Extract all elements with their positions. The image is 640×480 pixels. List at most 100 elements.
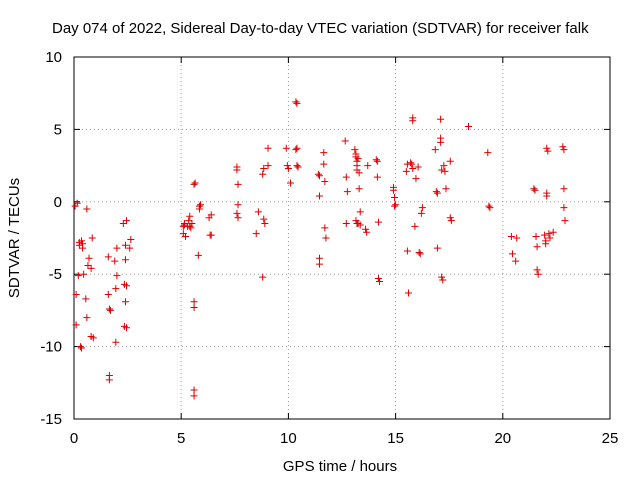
data-point (190, 304, 198, 312)
data-point (437, 115, 445, 123)
data-point (560, 146, 568, 154)
data-point (314, 170, 322, 178)
data-point (322, 234, 330, 242)
data-point (207, 211, 215, 219)
data-point (391, 202, 399, 210)
data-point (292, 98, 300, 106)
data-point (234, 214, 242, 222)
plot-area-frame (73, 56, 611, 420)
data-point (75, 241, 83, 249)
data-point (292, 146, 300, 154)
data-point (484, 149, 492, 157)
data-point (485, 202, 493, 210)
data-point (80, 270, 88, 278)
data-point (315, 192, 323, 200)
data-point (414, 163, 422, 171)
data-point (542, 240, 550, 248)
data-point (362, 225, 370, 233)
data-point (191, 179, 199, 187)
data-point (105, 305, 113, 313)
data-point (123, 217, 131, 225)
data-point (185, 217, 193, 225)
data-point (433, 189, 441, 197)
data-point (356, 208, 364, 216)
data-point (373, 173, 381, 181)
y-axis-label: SDTVAR / TECUs (6, 178, 23, 298)
data-point (104, 290, 112, 298)
data-point (112, 285, 120, 293)
y-tick-label: -10 (40, 339, 62, 356)
data-point (559, 143, 567, 151)
data-point (111, 257, 119, 265)
chart-title: Day 074 of 2022, Sidereal Day-to-day VTE… (52, 20, 589, 37)
data-point (113, 244, 121, 252)
data-point (180, 221, 188, 229)
data-point (512, 257, 520, 265)
data-point (186, 212, 194, 220)
data-point (123, 282, 131, 290)
data-point (72, 290, 80, 298)
data-point (121, 256, 129, 264)
data-point (106, 306, 114, 314)
data-point (354, 154, 362, 162)
data-point (351, 146, 359, 154)
data-point (284, 164, 292, 172)
x-tick-label: 5 (177, 430, 185, 447)
data-point (89, 334, 97, 342)
y-tick-label: 0 (54, 194, 62, 211)
data-point (408, 160, 416, 168)
data-point (412, 175, 420, 183)
data-point (74, 272, 82, 280)
data-point (261, 220, 269, 228)
data-point (104, 253, 112, 261)
data-point (293, 144, 301, 152)
data-point (545, 230, 553, 238)
data-point (260, 215, 268, 223)
data-point (127, 235, 135, 243)
data-point (441, 167, 449, 175)
data-point (194, 251, 202, 259)
data-point (534, 270, 542, 278)
data-point (403, 247, 411, 255)
data-point (293, 162, 301, 170)
data-point (87, 264, 95, 272)
data-point (264, 162, 272, 170)
data-point (233, 163, 241, 171)
data-point (432, 188, 440, 196)
data-point (121, 241, 129, 249)
data-point (315, 260, 323, 268)
data-point (82, 295, 90, 303)
data-point (283, 162, 291, 170)
data-point (418, 204, 426, 212)
data-point (533, 243, 541, 251)
data-point (105, 376, 113, 384)
data-point (508, 250, 516, 258)
data-point (259, 273, 267, 281)
data-point (84, 262, 92, 270)
data-point (374, 218, 382, 226)
data-point (195, 205, 203, 213)
data-point (404, 289, 412, 297)
data-point (438, 166, 446, 174)
data-point (409, 117, 417, 125)
data-point (234, 180, 242, 188)
data-point (83, 314, 91, 322)
data-point (391, 193, 399, 201)
data-point (530, 185, 538, 193)
data-point (543, 144, 551, 152)
data-point (389, 186, 397, 194)
data-point (88, 234, 96, 242)
data-point (254, 208, 262, 216)
data-point (259, 170, 267, 178)
data-point (433, 244, 441, 252)
data-point (560, 185, 568, 193)
data-point (392, 201, 400, 209)
data-point (372, 156, 380, 164)
data-point (343, 188, 351, 196)
data-point (83, 205, 91, 213)
data-point (431, 146, 439, 154)
data-point (72, 321, 80, 329)
data-point (417, 209, 425, 217)
data-point (438, 273, 446, 281)
data-point (188, 220, 196, 228)
